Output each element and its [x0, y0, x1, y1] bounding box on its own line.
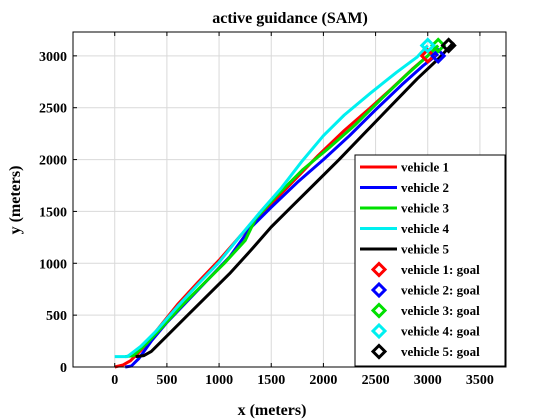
goal-marker-vehicle-3 [430, 37, 447, 54]
x-tick-label-0: 0 [111, 373, 118, 388]
series-line-vehicle-5 [135, 41, 455, 359]
legend-label-goal-2: vehicle 2: goal [401, 283, 480, 298]
legend-box [354, 154, 506, 367]
x-tick-label-7: 3500 [466, 373, 494, 388]
y-tick-label-3: 1500 [39, 205, 67, 220]
legend-label-goal-1: vehicle 1: goal [401, 262, 480, 277]
axes-box [72, 31, 507, 368]
y-tick-label-6: 3000 [39, 50, 67, 65]
goal-marker-vehicle-5 [440, 37, 457, 54]
x-axis-label: x (meters) [238, 402, 307, 419]
y-tick-label-1: 500 [46, 309, 67, 324]
legend-label-vehicle-5: vehicle 5 [401, 242, 450, 257]
goal-marker-vehicle-1 [419, 47, 436, 64]
legend-marker-goal-2 [370, 281, 388, 299]
legend: vehicle 1 vehicle 2 vehicle 3 vehicle 4 vehi… [354, 154, 506, 367]
y-tick-label-4: 2000 [39, 154, 67, 169]
legend-marker-goal-3 [370, 302, 388, 319]
legend-marker-goal-1 [370, 261, 388, 278]
x-tick-label-5: 2500 [362, 373, 390, 388]
x-tick-label-2: 1000 [205, 373, 233, 388]
goal-marker-vehicle-4 [419, 37, 436, 54]
x-tick-label-4: 2000 [309, 373, 337, 388]
goal-marker-vehicle-2 [430, 47, 447, 64]
series-layer [114, 41, 455, 369]
legend-marker-goal-5 [370, 343, 388, 360]
x-tick-label-6: 3000 [414, 373, 442, 388]
legend-label-goal-5: vehicle 5: goal [401, 344, 480, 359]
legend-label-vehicle-4: vehicle 4 [401, 221, 450, 236]
x-tick-label-3: 1500 [257, 373, 285, 388]
legend-label-vehicle-3: vehicle 3 [401, 201, 450, 216]
y-tick-label-2: 1000 [39, 257, 67, 272]
y-tick-labels: 0 500 1000 1500 2000 2500 3000 [39, 50, 506, 376]
series-line-vehicle-4 [114, 44, 429, 359]
legend-marker-goal-4 [370, 322, 388, 340]
x-tick-label-1: 500 [156, 373, 177, 388]
legend-label-goal-3: vehicle 3: goal [401, 303, 480, 318]
goal-layer [419, 37, 457, 64]
legend-label-vehicle-1: vehicle 1 [401, 160, 449, 175]
y-tick-label-0: 0 [60, 361, 67, 376]
x-tick-labels: 0 500 1000 1500 2000 2500 3000 3500 [111, 32, 494, 388]
legend-label-goal-4: vehicle 4: goal [401, 324, 480, 339]
y-axis-label: y (meters) [7, 166, 24, 235]
y-tick-label-5: 2500 [39, 102, 67, 117]
chart-title: active guidance (SAM) [212, 10, 368, 27]
legend-label-vehicle-2: vehicle 2 [401, 180, 449, 195]
